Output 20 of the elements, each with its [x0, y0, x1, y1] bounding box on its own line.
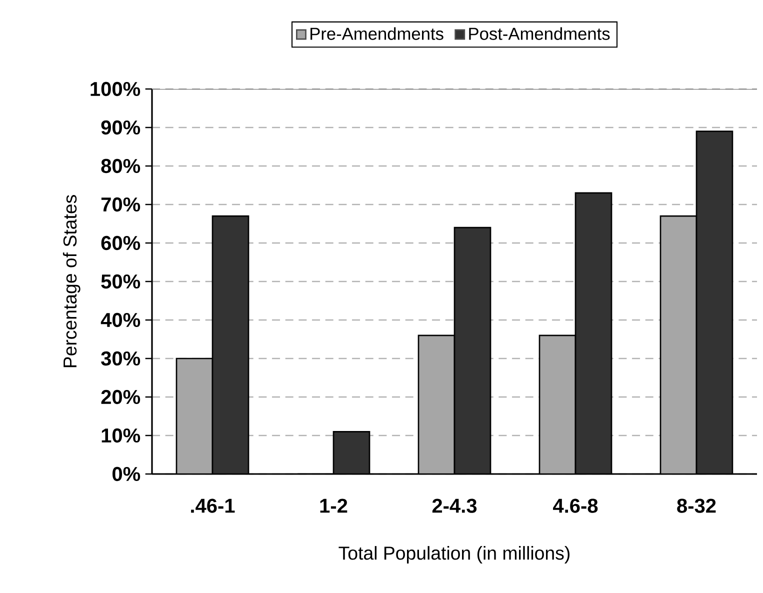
y-tick-label: 50% [101, 274, 140, 289]
legend-label: Post-Amendments [469, 27, 610, 40]
y-tick-label: 10% [102, 428, 140, 443]
x-tick-label: .46-1 [191, 498, 235, 513]
y-tick-label: 0% [112, 466, 140, 482]
y-tick-label: 40% [100, 312, 140, 328]
x-tick-label: 1-2 [320, 498, 348, 513]
y-tick-label: 100% [90, 82, 140, 96]
y-tick-label: 80% [101, 158, 140, 174]
x-tick-label: 2-4.3 [432, 498, 477, 513]
x-tick-label: 8-32 [677, 498, 716, 513]
y-tick-label: 60% [101, 236, 140, 250]
legend-label: Pre-Amendments [310, 27, 444, 40]
y-tick-label: 30% [101, 351, 140, 366]
y-axis-title: Percentage of States [62, 195, 80, 368]
x-axis-title: Total Population (in millions) [338, 546, 570, 564]
x-tick-label: 4.6-8 [553, 498, 598, 513]
y-tick-label: 20% [101, 390, 140, 404]
y-tick-label: 90% [101, 120, 140, 135]
y-tick-label: 70% [101, 197, 140, 212]
